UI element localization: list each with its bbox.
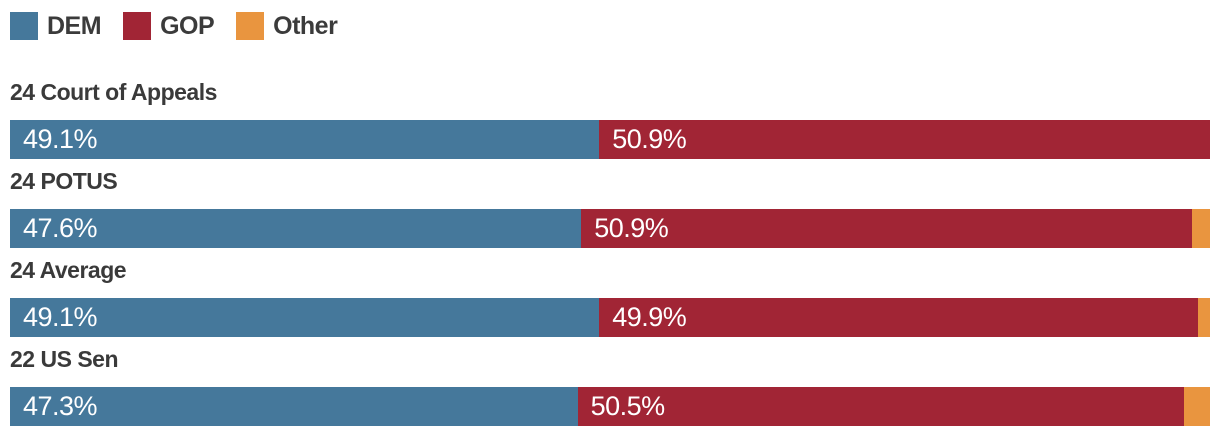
gop-value-label: 50.9% bbox=[612, 124, 687, 154]
other-segment bbox=[1183, 387, 1210, 426]
dem-value-label: 47.3% bbox=[23, 391, 98, 421]
bar-group-22-us-sen: 22 US Sen 47.3% 50.5% bbox=[10, 345, 1210, 426]
dem-value-label: 47.6% bbox=[23, 213, 98, 243]
legend-label-gop: GOP bbox=[160, 11, 215, 40]
other-segment bbox=[1191, 209, 1210, 248]
dem-value-label: 49.1% bbox=[23, 124, 98, 154]
dem-segment: 49.1% bbox=[10, 298, 600, 337]
dem-segment: 47.3% bbox=[10, 387, 578, 426]
gop-segment: 50.9% bbox=[581, 209, 1192, 248]
gop-segment: 50.9% bbox=[599, 120, 1210, 159]
legend-item-dem: DEM bbox=[10, 11, 102, 41]
dem-swatch bbox=[10, 12, 38, 40]
gop-value-label: 50.5% bbox=[590, 391, 666, 421]
bar-group-24-court-of-appeals: 24 Court of Appeals 49.1% 50.9% bbox=[10, 78, 1210, 159]
legend: DEM GOP Other bbox=[10, 12, 1210, 40]
stacked-bar: 49.1% 49.9% bbox=[10, 298, 1210, 337]
legend-item-gop: GOP bbox=[123, 11, 215, 41]
bar-group-title: 24 POTUS bbox=[10, 168, 118, 194]
stacked-bar: 49.1% 50.9% bbox=[10, 120, 1210, 159]
stacked-bar: 47.6% 50.9% bbox=[10, 209, 1210, 248]
bar-group-title: 22 US Sen bbox=[10, 346, 119, 372]
legend-item-other: Other bbox=[236, 11, 338, 41]
gop-swatch bbox=[123, 12, 152, 40]
legend-label-other: Other bbox=[273, 11, 338, 40]
gop-value-label: 49.9% bbox=[612, 302, 687, 332]
legend-label-dem: DEM bbox=[47, 11, 102, 40]
gop-value-label: 50.9% bbox=[594, 213, 669, 243]
dem-segment: 49.1% bbox=[10, 120, 600, 159]
bar-group-title: 24 Average bbox=[10, 257, 127, 283]
other-segment bbox=[1197, 298, 1210, 337]
dem-value-label: 49.1% bbox=[23, 302, 98, 332]
gop-segment: 50.5% bbox=[577, 387, 1184, 426]
bar-group-24-average: 24 Average 49.1% 49.9% bbox=[10, 256, 1210, 337]
bar-group-title: 24 Court of Appeals bbox=[10, 79, 217, 105]
gop-segment: 49.9% bbox=[599, 298, 1198, 337]
bar-group-24-potus: 24 POTUS 47.6% 50.9% bbox=[10, 167, 1210, 248]
stacked-bar: 47.3% 50.5% bbox=[10, 387, 1210, 426]
other-swatch bbox=[236, 12, 265, 40]
dem-segment: 47.6% bbox=[10, 209, 582, 248]
